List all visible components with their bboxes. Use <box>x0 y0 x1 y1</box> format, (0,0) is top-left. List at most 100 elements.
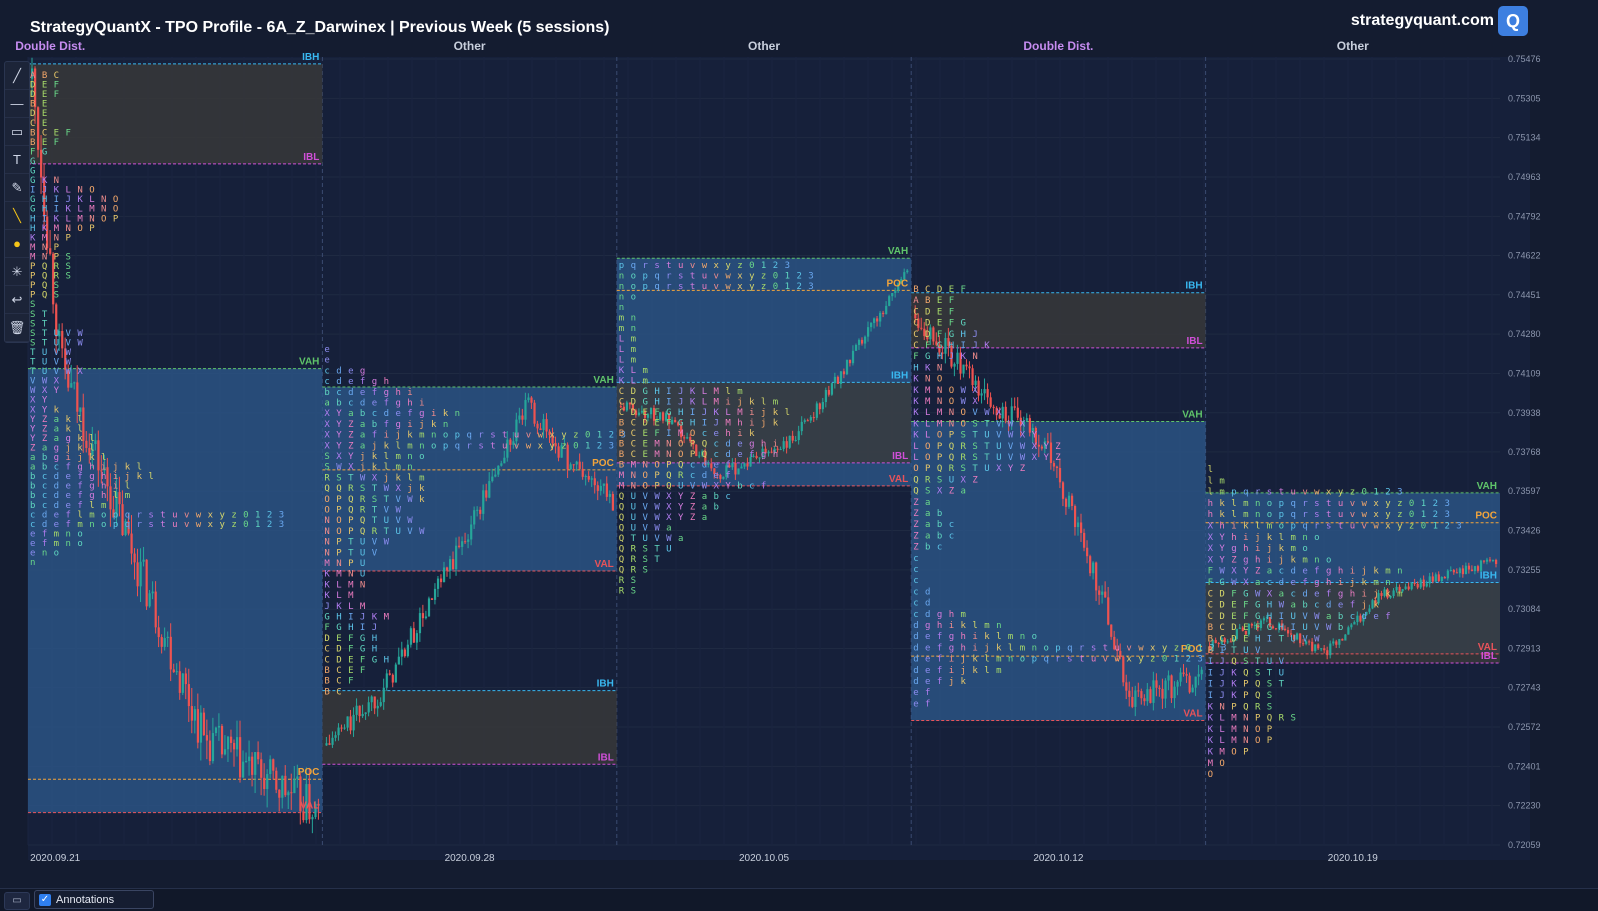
tpo-row: H K N <box>913 363 943 373</box>
tpo-letter: Z <box>684 492 696 502</box>
tpo-letter: f <box>1308 567 1320 577</box>
tpo-letter: i <box>425 409 437 419</box>
screenshot-button[interactable]: ▭ <box>4 892 30 910</box>
tpo-letter: x <box>1320 488 1332 498</box>
tpo-letter: R <box>48 262 60 272</box>
tpo-letter: S <box>955 431 967 441</box>
tpo-row: Y Z a k l <box>30 424 83 434</box>
tpo-letter: z <box>1391 499 1403 509</box>
tpo-row: F G W X a c d e f g h i j k m n <box>1208 578 1392 588</box>
tpo-letter: g <box>83 491 95 501</box>
candle-body <box>631 404 635 411</box>
y-tick-label: 0.74451 <box>1508 290 1541 300</box>
trend-line-tool-icon[interactable]: ╱ <box>5 62 29 90</box>
tpo-letter: d <box>1356 612 1368 622</box>
candle-body <box>1143 698 1146 702</box>
tpo-letter: b <box>324 388 330 398</box>
tpo-letter: w <box>520 441 532 451</box>
tpo-letter: c <box>931 543 943 553</box>
bottom-bar <box>0 888 1598 911</box>
tpo-letter: u <box>166 510 178 520</box>
tpo-letter: 2 <box>1427 510 1439 520</box>
candle-body <box>649 408 653 415</box>
candle-body <box>1086 547 1089 557</box>
tpo-row: B M N O P Q c d e f <box>619 461 732 471</box>
tpo-letter: Z <box>913 520 919 530</box>
brand-logo[interactable]: Q <box>1498 6 1528 36</box>
tpo-letter: c <box>324 377 330 387</box>
tpo-letter: 2 <box>261 510 273 520</box>
tpo-letter: j <box>731 398 743 408</box>
tpo-letter: D <box>1225 623 1237 633</box>
candle-body <box>239 737 242 778</box>
tpo-row: I J Q S T U V <box>1208 657 1285 667</box>
tpo-row: Q R S <box>619 566 649 576</box>
tpo-letter: O <box>919 442 931 452</box>
tpo-letter: j <box>60 443 72 453</box>
tpo-letter: d <box>913 643 919 653</box>
tpo-letter: w <box>1308 488 1320 498</box>
highlighter-tool-icon[interactable]: ╲ <box>5 202 29 230</box>
color-picker-tool-icon[interactable]: ● <box>5 230 29 258</box>
tpo-letter: L <box>330 591 342 601</box>
candle-body <box>509 439 512 445</box>
tpo-letter: i <box>378 431 390 441</box>
undo-tool-icon[interactable]: ↩ <box>5 286 29 314</box>
tpo-letter: b <box>30 482 36 492</box>
candle-body <box>1061 482 1065 499</box>
tpo-letter: H <box>648 398 660 408</box>
candle-body <box>106 467 109 487</box>
tpo-letter: m <box>955 610 967 620</box>
tpo-letter: g <box>60 434 72 444</box>
tpo-letter: y <box>743 282 755 292</box>
tpo-letter: r <box>1296 499 1308 509</box>
brush-tool-icon[interactable]: ✎ <box>5 174 29 202</box>
tpo-letter: R <box>1273 714 1285 724</box>
horizontal-line-tool-icon[interactable]: — <box>5 90 29 118</box>
tpo-letter: F <box>324 623 330 633</box>
tpo-row: D E F G H <box>324 634 377 644</box>
tpo-letter: k <box>978 632 990 642</box>
candle-body <box>587 476 590 480</box>
candle-body <box>439 578 443 583</box>
tpo-letter: Q <box>696 450 708 460</box>
tpo-letter: G <box>931 341 943 351</box>
annotations-checkbox[interactable]: ✓ <box>39 893 51 906</box>
settings-tool-icon[interactable]: ✳ <box>5 258 29 286</box>
tpo-letter: f <box>60 510 72 520</box>
tpo-letter: 1 <box>779 272 791 282</box>
tpo-letter: C <box>619 387 625 397</box>
tpo-chart[interactable]: 0.754760.753050.751340.749630.747920.746… <box>0 0 1598 888</box>
candle-body <box>1034 427 1037 445</box>
tpo-row: K L M N O V W X <box>913 408 1002 418</box>
tpo-row: M N O P Q R c d e f <box>619 471 732 481</box>
tpo-letter: e <box>342 366 354 376</box>
tpo-letter: E <box>943 285 955 295</box>
annotations-toggle[interactable]: ✓ Annotations <box>34 890 154 909</box>
candle-body <box>1010 406 1013 425</box>
tpo-letter: N <box>660 450 672 460</box>
candle-body <box>637 412 641 416</box>
candle-body <box>340 727 343 729</box>
delete-tool-icon[interactable]: 🗑 <box>5 314 29 342</box>
tpo-letter: K <box>955 352 967 362</box>
tpo-letter: m <box>625 345 637 355</box>
tpo-letter: T <box>978 453 990 463</box>
candle-body <box>698 455 701 457</box>
candle-body <box>842 371 846 375</box>
tpo-letter: l <box>131 463 143 473</box>
tpo-row: d e f i j k l m <box>913 666 1002 676</box>
tpo-letter: V <box>637 503 649 513</box>
candle-body <box>67 369 70 388</box>
rectangle-tool-icon[interactable]: ▭ <box>5 118 29 146</box>
tpo-letter: l <box>83 434 95 444</box>
candle-body <box>891 292 894 297</box>
tpo-letter: u <box>1085 655 1097 665</box>
tpo-row: B C D E H I T U V W <box>1208 635 1321 645</box>
val-label: VAL <box>889 474 908 485</box>
tpo-letter: J <box>366 623 378 633</box>
text-tool-icon[interactable]: T <box>5 146 29 174</box>
tpo-letter: 0 <box>1403 499 1415 509</box>
tpo-letter: B <box>619 461 625 471</box>
tpo-letter: d <box>36 510 48 520</box>
